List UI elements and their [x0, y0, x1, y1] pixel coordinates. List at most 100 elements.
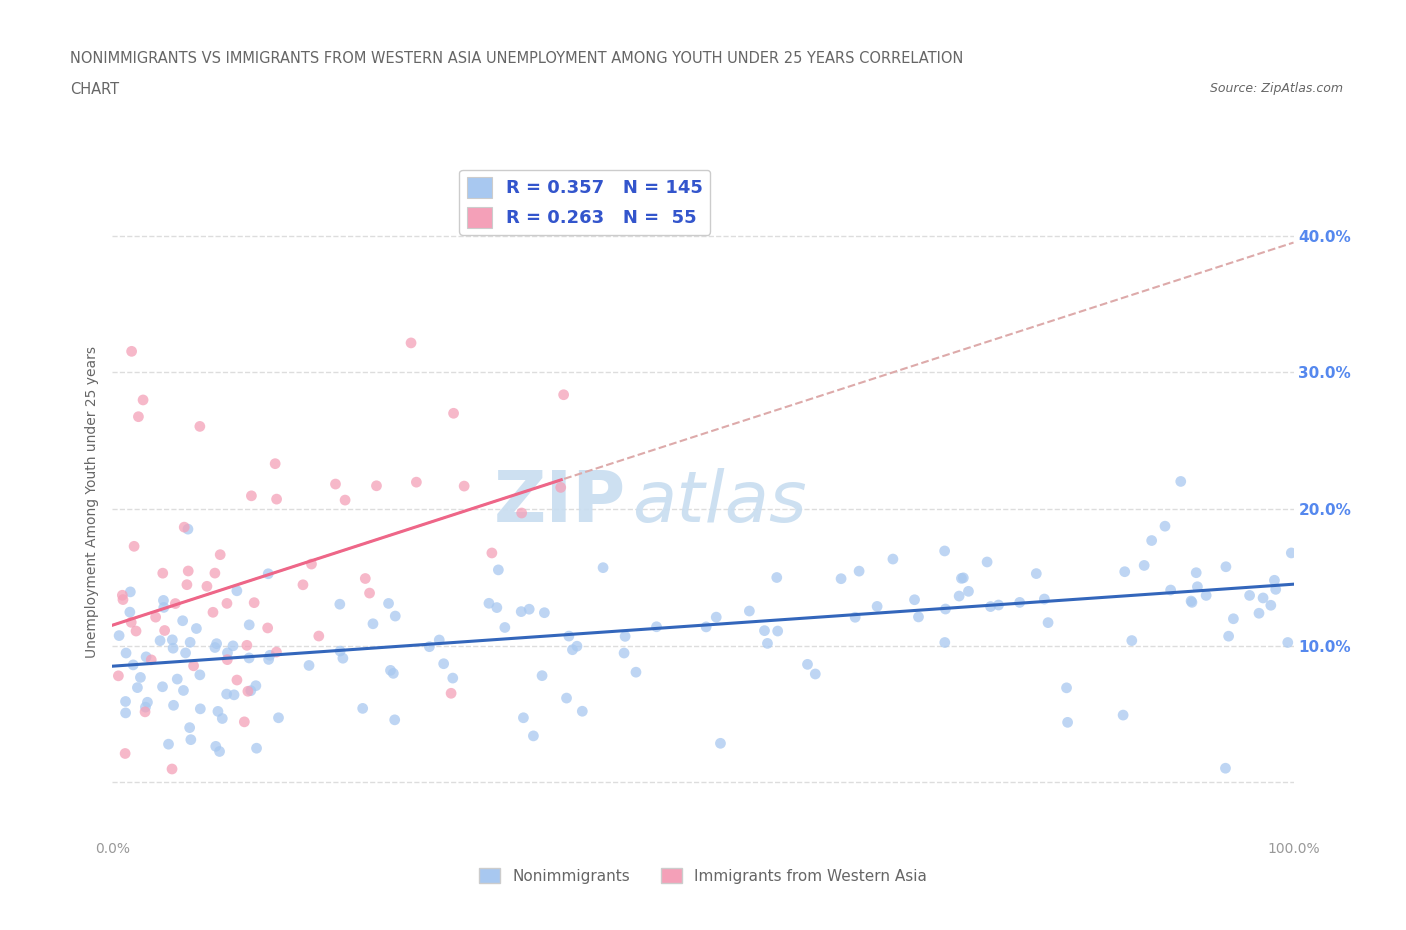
Point: [561, 643, 583, 658]
Point: [134, 704, 156, 719]
Point: [243, 595, 266, 610]
Point: [236, 638, 259, 653]
Point: [765, 570, 787, 585]
Point: [354, 571, 377, 586]
Point: [1263, 573, 1285, 588]
Point: [1195, 588, 1218, 603]
Point: [115, 645, 138, 660]
Point: [114, 694, 136, 709]
Point: [433, 657, 456, 671]
Point: [239, 684, 262, 698]
Point: [120, 615, 142, 630]
Point: [695, 619, 717, 634]
Point: [405, 474, 427, 489]
Point: [215, 686, 238, 701]
Point: [172, 683, 194, 698]
Point: [141, 653, 163, 668]
Legend: Nonimmigrants, Immigrants from Western Asia: Nonimmigrants, Immigrants from Western A…: [472, 861, 934, 890]
Point: [709, 736, 731, 751]
Text: Source: ZipAtlas.com: Source: ZipAtlas.com: [1209, 82, 1343, 95]
Point: [236, 684, 259, 698]
Point: [245, 741, 267, 756]
Point: [613, 645, 636, 660]
Point: [222, 687, 245, 702]
Point: [177, 522, 200, 537]
Point: [162, 632, 184, 647]
Point: [259, 648, 281, 663]
Point: [756, 636, 779, 651]
Point: [987, 598, 1010, 613]
Point: [1247, 605, 1270, 620]
Point: [208, 744, 231, 759]
Point: [111, 592, 134, 607]
Point: [510, 604, 533, 619]
Point: [173, 520, 195, 535]
Point: [1239, 588, 1261, 603]
Point: [149, 633, 172, 648]
Point: [160, 762, 183, 777]
Point: [120, 584, 142, 599]
Text: atlas: atlas: [633, 468, 807, 537]
Point: [934, 602, 956, 617]
Point: [952, 570, 974, 585]
Point: [162, 641, 184, 656]
Point: [950, 571, 973, 586]
Point: [180, 732, 202, 747]
Point: [359, 586, 381, 601]
Point: [903, 592, 925, 607]
Point: [152, 565, 174, 580]
Point: [136, 695, 159, 710]
Point: [645, 619, 668, 634]
Point: [1170, 474, 1192, 489]
Y-axis label: Unemployment Among Youth under 25 years: Unemployment Among Youth under 25 years: [86, 346, 100, 658]
Point: [333, 493, 356, 508]
Point: [384, 608, 406, 623]
Point: [766, 624, 789, 639]
Point: [329, 644, 352, 658]
Point: [118, 604, 141, 619]
Point: [1056, 681, 1078, 696]
Point: [217, 645, 239, 660]
Point: [188, 668, 211, 683]
Point: [162, 698, 184, 712]
Point: [1279, 546, 1302, 561]
Point: [453, 479, 475, 494]
Text: NONIMMIGRANTS VS IMMIGRANTS FROM WESTERN ASIA UNEMPLOYMENT AMONG YOUTH UNDER 25 : NONIMMIGRANTS VS IMMIGRANTS FROM WESTERN…: [70, 51, 963, 66]
Point: [188, 418, 211, 433]
Point: [195, 578, 218, 593]
Point: [1056, 715, 1078, 730]
Point: [1112, 708, 1135, 723]
Point: [531, 669, 554, 684]
Point: [486, 563, 509, 578]
Point: [298, 658, 321, 673]
Point: [796, 657, 818, 671]
Point: [209, 547, 232, 562]
Point: [517, 602, 540, 617]
Point: [754, 623, 776, 638]
Point: [804, 667, 827, 682]
Point: [1140, 533, 1163, 548]
Point: [166, 671, 188, 686]
Point: [844, 610, 866, 625]
Point: [127, 680, 149, 695]
Point: [122, 658, 145, 672]
Point: [257, 566, 280, 581]
Point: [215, 596, 238, 611]
Point: [704, 610, 727, 625]
Point: [108, 628, 131, 643]
Point: [565, 639, 588, 654]
Point: [976, 554, 998, 569]
Point: [1277, 635, 1299, 650]
Point: [217, 652, 239, 667]
Point: [1218, 629, 1240, 644]
Point: [1033, 591, 1056, 606]
Text: CHART: CHART: [70, 82, 120, 97]
Point: [1036, 615, 1059, 630]
Point: [948, 589, 970, 604]
Point: [121, 344, 143, 359]
Point: [738, 604, 761, 618]
Point: [226, 672, 249, 687]
Point: [399, 336, 422, 351]
Point: [427, 632, 450, 647]
Point: [135, 649, 157, 664]
